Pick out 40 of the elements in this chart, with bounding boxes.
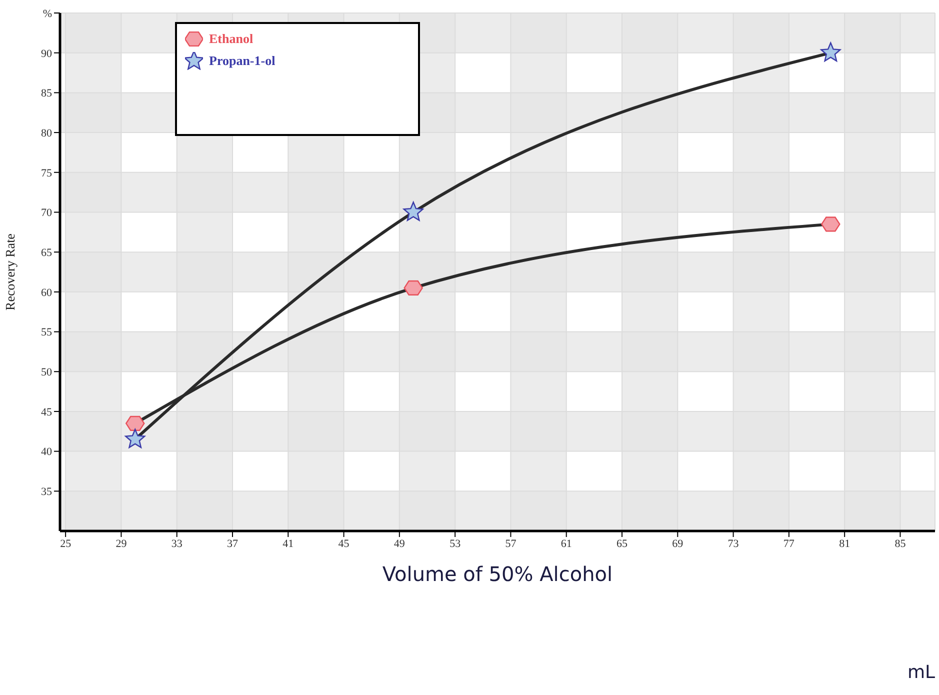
x-tick-label: 29 (116, 538, 128, 550)
y-tick-label: 65 (41, 246, 52, 259)
x-tick-label: 49 (394, 538, 406, 550)
point (125, 428, 146, 448)
text: mL (907, 662, 935, 683)
point (404, 280, 423, 296)
y-tick-label: 60 (41, 286, 52, 299)
x-tick-label: 45 (338, 538, 350, 550)
x-axis-title: Volume of 50% Alcohol (382, 562, 613, 586)
y-tick-label: % (42, 8, 52, 20)
y-tick-label: 75 (41, 167, 52, 180)
y-axis-title: Recovery Rate (2, 233, 18, 310)
x-tick-label: 53 (450, 538, 462, 550)
x-tick-label: 25 (60, 538, 72, 550)
x-tick-label: 33 (171, 538, 183, 550)
y-tick-label: 50 (41, 366, 52, 379)
x-tick-label: 73 (728, 538, 740, 550)
legend-label: Propan-1-ol (209, 53, 276, 69)
x-tick-label: 85 (894, 538, 906, 550)
x-tick-label: 61 (560, 538, 572, 550)
y-tick-label: 70 (41, 207, 52, 220)
y-tick-label: 90 (41, 48, 52, 60)
x-tick-label: 41 (282, 538, 294, 550)
point (821, 216, 840, 232)
x-tick-label: 65 (616, 538, 628, 550)
y-tick-label: 35 (41, 486, 52, 498)
y-tick-label: 55 (41, 326, 52, 339)
y-tick-label: 80 (41, 127, 52, 140)
x-tick-label: 81 (839, 538, 850, 550)
y-tick-label: 45 (41, 406, 52, 418)
y-tick-label: 85 (41, 88, 52, 100)
point (820, 42, 841, 62)
x-tick-label: 37 (226, 538, 238, 550)
legend-label: Ethanol (209, 31, 254, 47)
x-tick-label: 69 (672, 538, 684, 550)
x-tick-label: 57 (505, 538, 517, 550)
point (126, 416, 145, 431)
x-tick-label: 77 (783, 538, 795, 550)
y-tick-label: 40 (41, 446, 52, 458)
point (403, 202, 424, 221)
